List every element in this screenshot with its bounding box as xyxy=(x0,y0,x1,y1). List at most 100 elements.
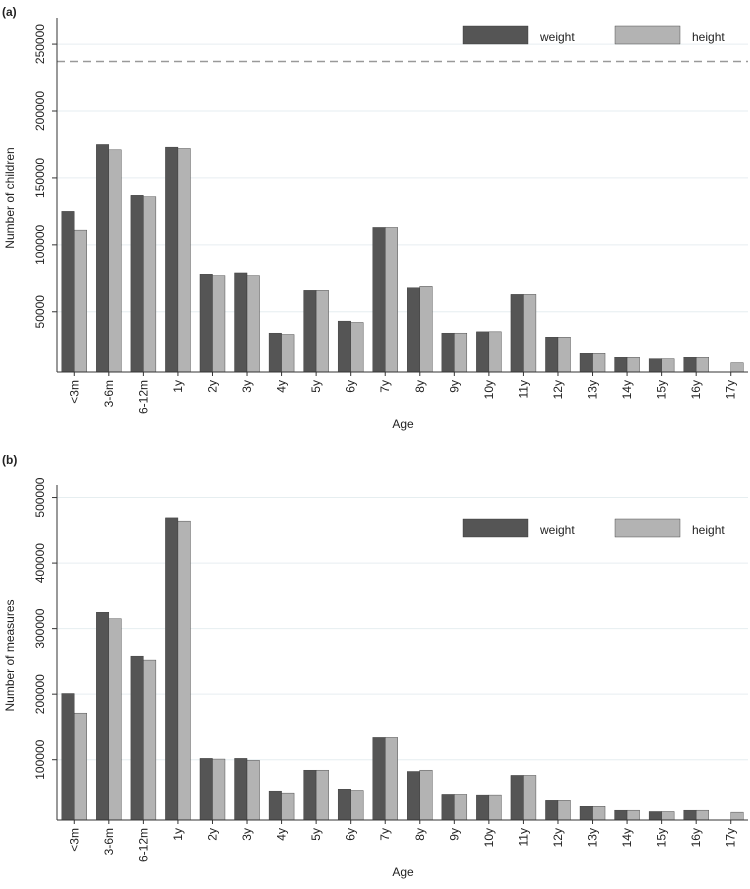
bar xyxy=(372,227,386,373)
bar xyxy=(96,144,110,373)
y-tick-label: 200000 xyxy=(33,91,47,131)
x-tick-label: 8y xyxy=(413,380,427,393)
y-tick-label: 400000 xyxy=(33,543,47,583)
bar xyxy=(337,320,351,373)
x-tick-label: 5y xyxy=(309,380,323,393)
bar xyxy=(510,775,524,821)
bar xyxy=(165,146,179,373)
x-tick-label: 10y xyxy=(482,380,496,399)
bar xyxy=(407,771,420,821)
x-tick-label: 15y xyxy=(655,828,669,847)
x-tick-label: 9y xyxy=(447,380,461,393)
bar xyxy=(315,769,329,821)
x-axis-label: Age xyxy=(392,417,414,431)
bar xyxy=(385,227,398,373)
y-tick-label: 300000 xyxy=(33,608,47,648)
bar xyxy=(337,788,351,821)
x-tick-label: 6-12m xyxy=(136,828,150,862)
bar xyxy=(268,332,282,373)
bar xyxy=(454,794,468,821)
bar xyxy=(199,274,213,373)
legend-label: weight xyxy=(539,30,575,44)
panel-label: (b) xyxy=(2,453,17,467)
x-tick-label: 6-12m xyxy=(136,380,150,414)
x-tick-label: 11y xyxy=(516,828,530,846)
x-tick-label: 4y xyxy=(275,380,289,393)
x-tick-label: 17y xyxy=(724,380,738,399)
bar xyxy=(579,806,593,821)
bar xyxy=(730,811,744,821)
bar xyxy=(61,693,75,821)
bar xyxy=(246,275,260,373)
bar xyxy=(454,332,468,373)
x-tick-label: 7y xyxy=(378,380,392,393)
legend-label: weight xyxy=(539,523,575,537)
bar xyxy=(212,758,226,821)
legend-swatch xyxy=(462,518,529,538)
x-tick-label: 5y xyxy=(309,828,323,841)
x-tick-label: 1y xyxy=(171,828,185,841)
bar xyxy=(695,809,709,821)
bar xyxy=(350,322,364,373)
bar xyxy=(303,769,317,821)
bar xyxy=(419,286,433,373)
x-tick-label: 12y xyxy=(551,380,565,399)
bar xyxy=(545,800,559,821)
bar xyxy=(303,290,317,373)
y-tick-label: 150000 xyxy=(33,158,47,198)
bar xyxy=(661,811,675,821)
bar xyxy=(177,520,191,821)
bar xyxy=(614,357,628,373)
x-tick-label: 6y xyxy=(344,828,358,841)
panel-label: (a) xyxy=(2,5,17,19)
x-tick-label: 12y xyxy=(551,828,565,847)
x-tick-label: <3m xyxy=(67,380,81,404)
legend-label: height xyxy=(692,523,725,537)
bar xyxy=(648,811,662,821)
bar xyxy=(108,149,122,373)
y-axis-label: Number of measures xyxy=(3,599,17,711)
bar xyxy=(281,792,295,821)
bar xyxy=(661,358,675,373)
bar xyxy=(476,331,490,373)
bar xyxy=(130,655,144,821)
bar xyxy=(96,612,110,821)
bar xyxy=(510,294,524,373)
x-tick-label: 7y xyxy=(378,828,392,841)
bar xyxy=(74,712,87,821)
x-tick-label: 15y xyxy=(655,380,669,399)
x-tick-label: 3y xyxy=(240,380,254,393)
bar xyxy=(592,806,606,821)
bar xyxy=(441,332,455,373)
bar xyxy=(523,775,537,821)
bar xyxy=(648,358,662,373)
x-tick-label: 8y xyxy=(413,828,427,841)
x-tick-label: 13y xyxy=(586,828,600,847)
bar xyxy=(385,737,398,821)
bar xyxy=(441,794,455,821)
x-axis-label: Age xyxy=(392,865,414,879)
bar xyxy=(315,290,329,373)
bar xyxy=(143,196,157,373)
bar xyxy=(557,800,571,821)
bar xyxy=(579,353,593,373)
bar xyxy=(199,758,213,821)
bar xyxy=(268,790,282,821)
x-tick-label: 2y xyxy=(205,828,219,841)
bar xyxy=(592,353,606,373)
legend-swatch xyxy=(462,25,529,45)
bar xyxy=(372,737,386,821)
x-tick-label: 11y xyxy=(516,380,530,398)
x-tick-label: 4y xyxy=(275,828,289,841)
bar xyxy=(165,517,179,821)
panel: (b) 100000 200000 300000 400000 500000 <3m 3-6m… xyxy=(2,453,748,879)
legend-swatch xyxy=(614,25,681,45)
y-tick-label: 250000 xyxy=(33,24,47,64)
bar xyxy=(281,334,295,373)
bar xyxy=(683,809,697,821)
bar xyxy=(476,794,490,821)
x-tick-label: 1y xyxy=(171,380,185,393)
bar xyxy=(626,357,640,373)
